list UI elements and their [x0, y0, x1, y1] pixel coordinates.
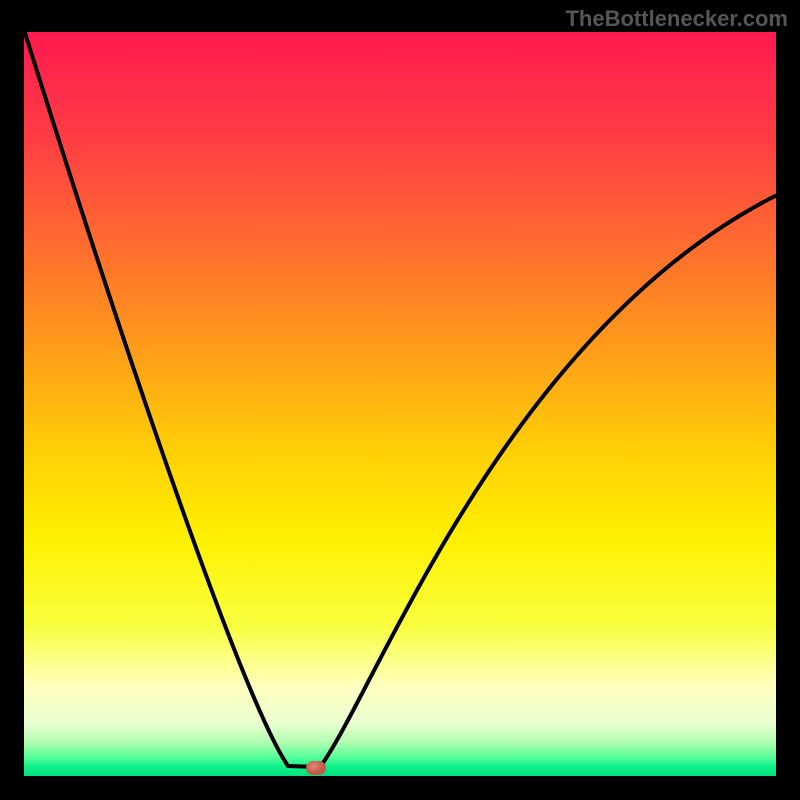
chart-outer-frame: TheBottlenecker.com	[0, 0, 800, 800]
optimal-point-marker	[306, 761, 326, 775]
watermark-label: TheBottlenecker.com	[565, 6, 788, 32]
bottleneck-curve	[24, 32, 776, 776]
plot-area	[24, 32, 776, 776]
